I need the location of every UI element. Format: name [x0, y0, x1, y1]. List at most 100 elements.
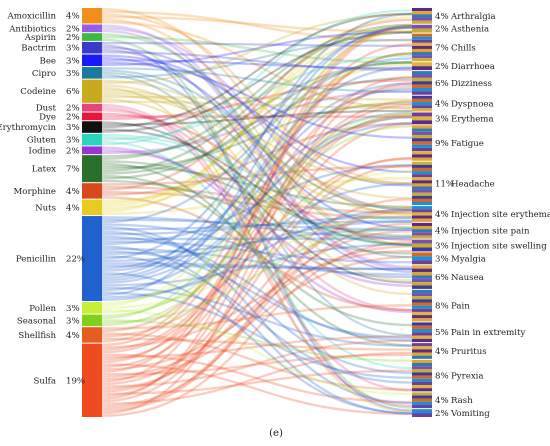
flow-link-penicillin-to-erythema: [101, 116, 413, 292]
flow-link-sulfa-to-headache: [101, 198, 413, 391]
target-stripe: [412, 125, 432, 129]
target-stripe: [412, 226, 432, 230]
flow-link-pollen-to-erythema: [101, 111, 413, 305]
target-label-dizziness: Dizziness: [451, 79, 492, 89]
source-node-dust: [82, 103, 102, 112]
flow-link-cipro-to-injection-site-erythema: [101, 69, 413, 211]
target-stripe: [412, 265, 432, 269]
target-stripe: [412, 409, 432, 414]
source-label-nuts: Nuts: [35, 203, 56, 213]
source-node-bactrim: [82, 41, 102, 54]
target-label-injection-site-pain: Injection site pain: [451, 227, 530, 237]
target-stripe: [412, 335, 432, 339]
flow-link-aspirin-to-diarrhoea: [101, 35, 413, 64]
target-stripe: [412, 174, 432, 178]
flow-link-penicillin-to-erythema: [101, 122, 413, 284]
flow-link-latex-to-dizziness: [101, 76, 413, 175]
source-label-codeine: Codeine: [20, 87, 56, 97]
flow-link-shellfish-to-pruritus: [101, 337, 413, 351]
source-label-gluten: Gluten: [27, 136, 57, 146]
target-stripe: [412, 48, 432, 53]
flow-link-cipro-to-pain-in-extremity: [101, 74, 413, 337]
source-label-seasonal: Seasonal: [17, 316, 56, 326]
target-stripe: [412, 325, 432, 329]
target-stripe: [412, 157, 432, 161]
target-stripe: [412, 322, 432, 326]
target-stripe: [412, 177, 432, 181]
target-node-nausea: [412, 265, 432, 289]
target-percent-injection-site-erythema: 4%: [435, 210, 449, 220]
flow-link-sulfa-to-erythema: [101, 122, 413, 403]
source-label-morphine: Morphine: [14, 187, 57, 197]
flow-link-latex-to-dyspnoea: [101, 102, 413, 170]
target-stripe: [412, 296, 432, 300]
target-stripe: [412, 256, 432, 261]
target-stripe: [412, 36, 432, 40]
flow-link-morphine-to-injection-site-erythema: [101, 185, 413, 214]
flow-link-erythromycin-to-injection-site-swelling: [101, 128, 413, 246]
target-stripe: [412, 192, 432, 196]
target-node-pyrexia: [412, 359, 432, 392]
target-stripe: [412, 398, 432, 402]
target-label-injection-site-erythema: Injection site erythema: [451, 210, 550, 220]
target-stripe: [412, 232, 432, 236]
target-percent-rash: 4%: [435, 396, 449, 406]
flow-link-gluten-to-injection-site-erythema: [101, 133, 413, 221]
target-stripe: [412, 11, 432, 15]
source-percent-latex: 7%: [66, 165, 80, 175]
figure-caption: (e): [269, 428, 283, 439]
source-label-dust: Dust: [36, 104, 57, 114]
source-label-pollen: Pollen: [29, 304, 56, 314]
flow-link-shellfish-to-fatigue: [101, 157, 413, 338]
target-percent-diarrhoea: 2%: [435, 62, 449, 72]
target-stripe: [412, 141, 432, 145]
target-percent-chills: 7%: [435, 43, 449, 53]
target-stripe: [412, 385, 432, 389]
target-stripe: [412, 8, 432, 12]
target-stripe: [412, 289, 432, 294]
flow-link-morphine-to-injection-site-erythema: [101, 190, 413, 219]
flow-link-antibiotics-to-nausea: [101, 29, 413, 271]
source-label-bactrim: Bactrim: [21, 44, 56, 54]
flow-link-amoxicillin-to-injection-site-erythema: [101, 8, 413, 217]
flow-link-penicillin-to-pain-in-extremity: [101, 235, 413, 342]
target-node-injection-site-pain: [412, 222, 432, 239]
flow-link-penicillin-to-pruritus: [101, 286, 413, 348]
flow-link-nuts-to-arthralgia: [101, 16, 413, 213]
flow-link-penicillin-to-injection-site-pain: [101, 237, 413, 241]
source-percent-codeine: 6%: [66, 87, 80, 97]
target-stripe: [412, 260, 432, 265]
flow-link-aspirin-to-rash: [101, 38, 413, 409]
source-label-antibiotics: Antibiotics: [8, 24, 56, 34]
source-label-cipro: Cipro: [32, 69, 56, 79]
target-node-myalgia: [412, 252, 432, 265]
target-stripe: [412, 247, 432, 252]
flow-link-penicillin-to-injection-site-erythema: [101, 216, 413, 236]
target-percent-myalgia: 3%: [435, 254, 449, 264]
flow-link-morphine-to-erythema: [101, 122, 413, 196]
target-stripe: [412, 39, 432, 43]
flow-link-penicillin-to-injection-site-pain: [101, 228, 413, 255]
target-stripe: [412, 338, 432, 343]
flow-link-sulfa-to-erythema: [101, 115, 413, 369]
flow-link-cipro-to-chills: [101, 38, 413, 79]
source-percent-dye: 2%: [66, 112, 80, 122]
source-percent-morphine: 4%: [66, 187, 80, 197]
target-stripe: [412, 167, 432, 172]
target-stripe: [412, 239, 432, 244]
target-stripe: [412, 282, 432, 286]
target-percent-arthralgia: 4%: [435, 12, 449, 22]
target-node-headache: [412, 161, 432, 206]
source-percent-bee: 3%: [66, 56, 80, 66]
source-percent-antibiotics: 2%: [66, 24, 80, 34]
flow-link-gluten-to-arthralgia: [101, 9, 413, 146]
source-percent-bactrim: 3%: [66, 44, 80, 54]
flow-link-sulfa-to-chills: [101, 52, 413, 347]
flow-link-bactrim-to-chills: [101, 41, 413, 47]
flow-link-codeine-to-vomiting: [101, 86, 413, 413]
flow-link-penicillin-to-vomiting: [101, 271, 413, 415]
flow-link-dust-to-pyrexia: [101, 103, 413, 392]
flow-link-sulfa-to-injection-site-erythema: [101, 207, 413, 410]
flow-link-shellfish-to-asthenia: [101, 25, 413, 343]
target-stripe: [412, 359, 432, 363]
